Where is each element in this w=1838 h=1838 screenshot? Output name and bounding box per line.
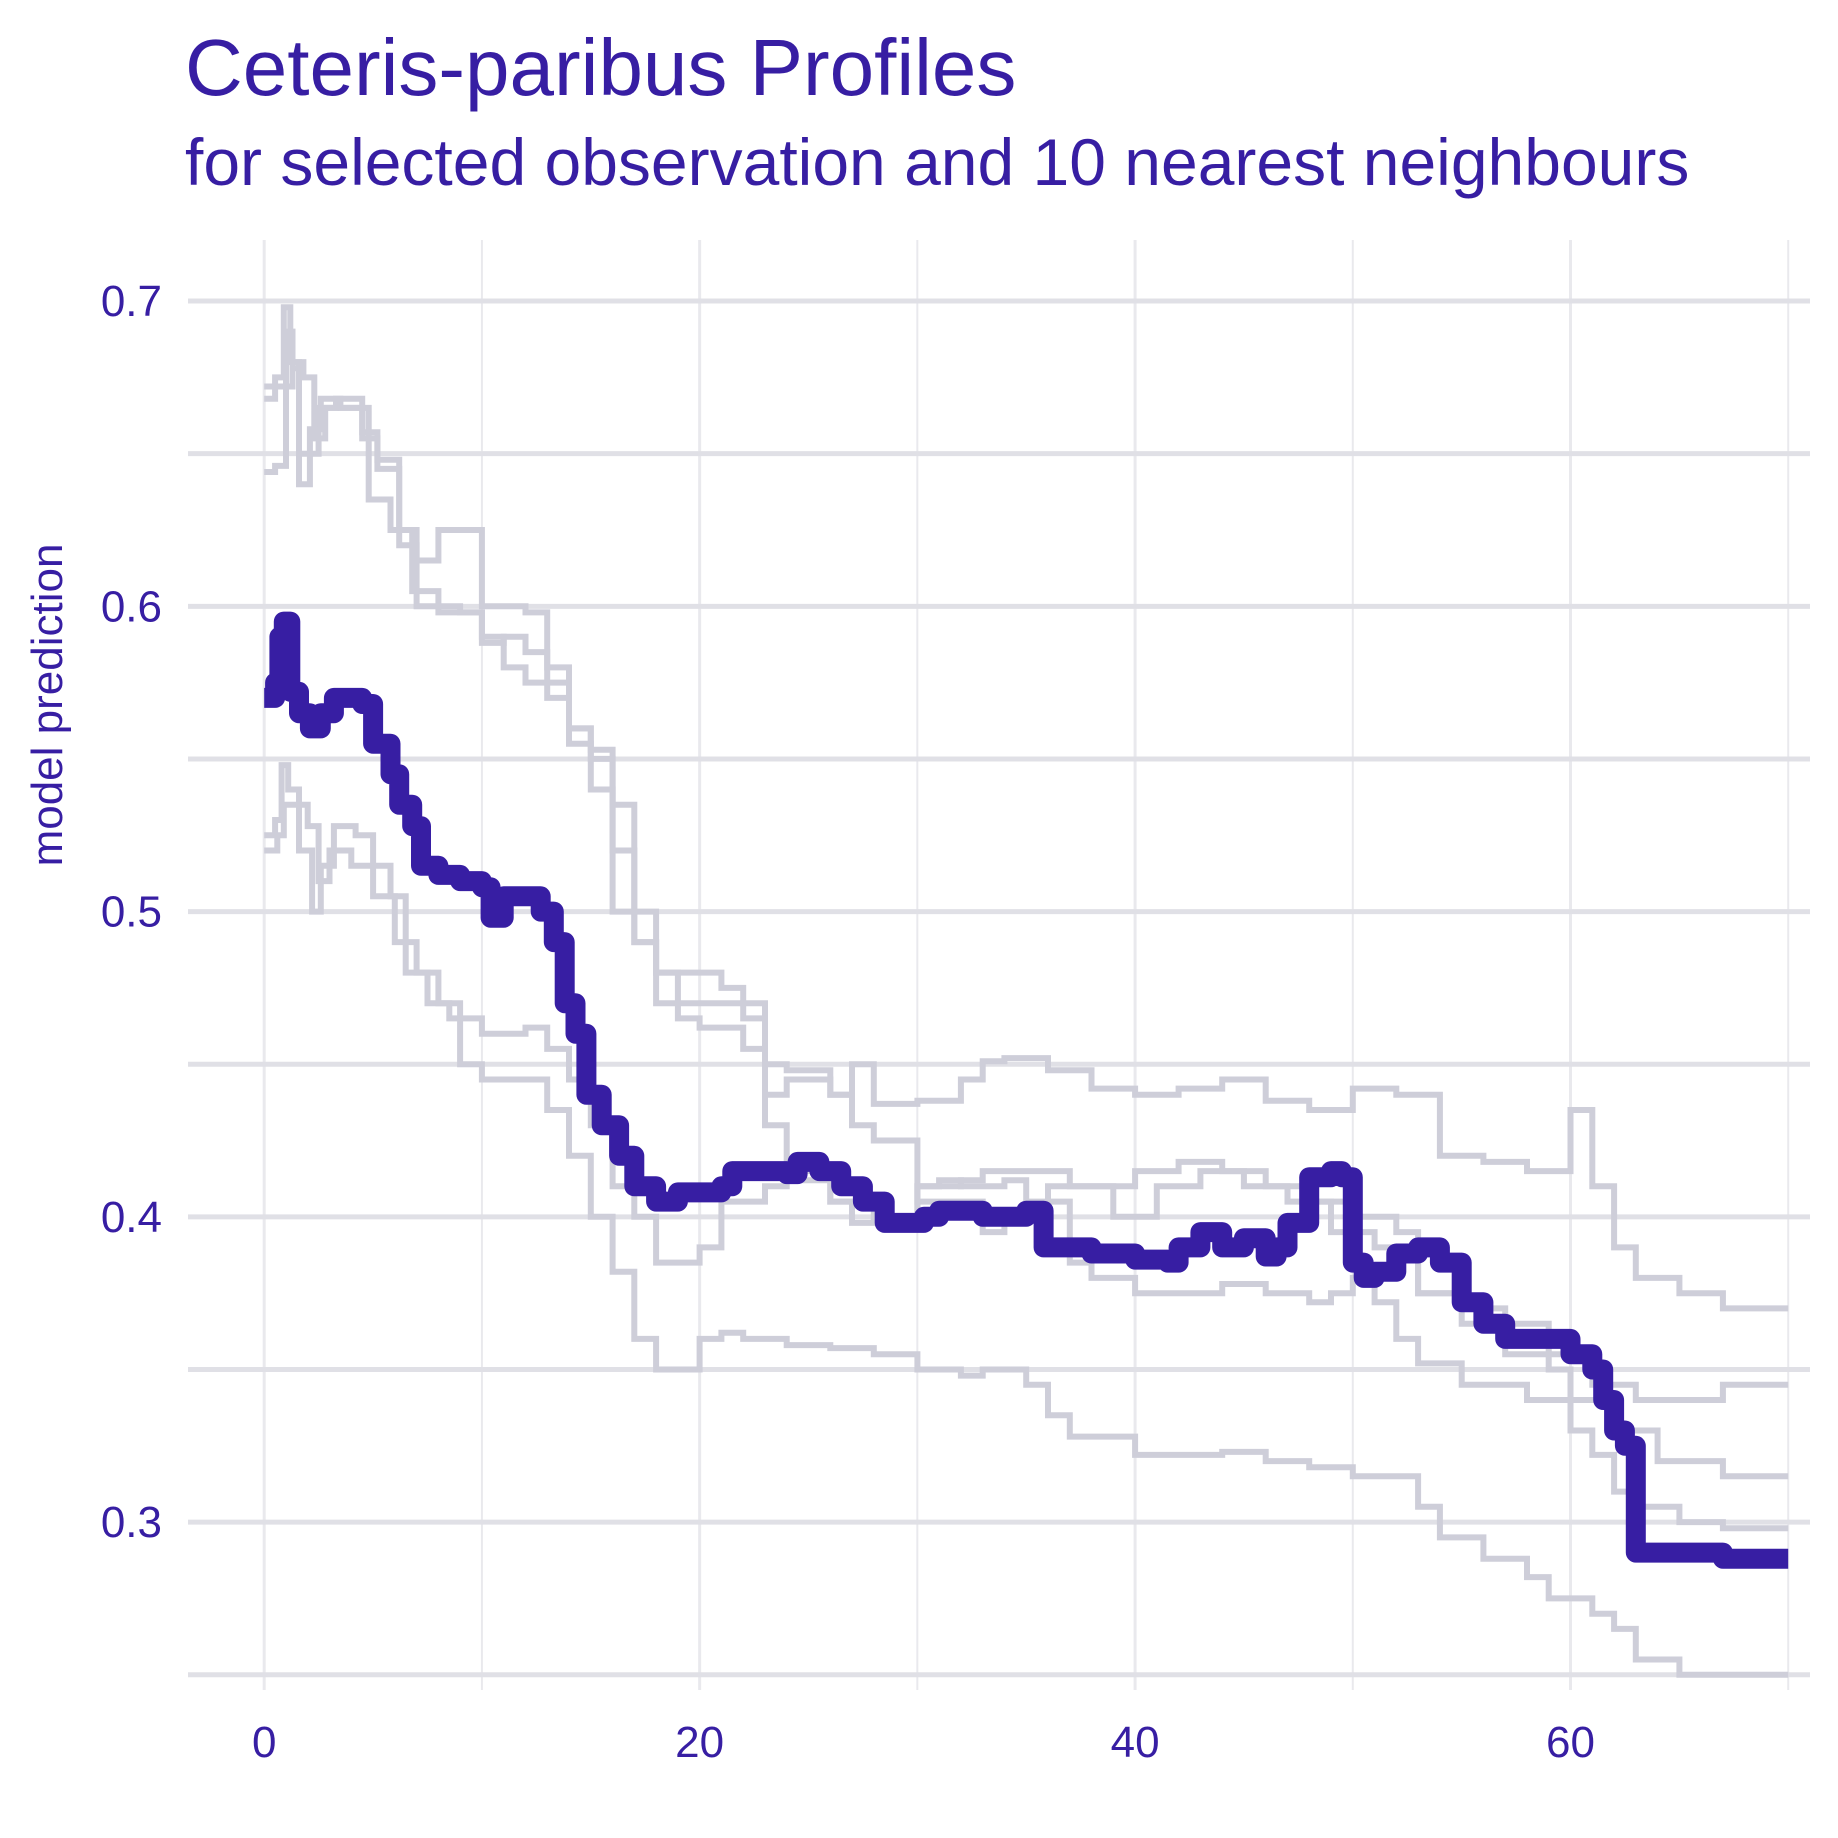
y-axis-tick-labels: 0.3 0.4 0.5 0.6 0.7 xyxy=(101,277,162,1547)
x-tick-label: 40 xyxy=(1111,1718,1160,1767)
y-tick-label: 0.6 xyxy=(101,582,162,631)
major-grid xyxy=(188,240,1810,1690)
x-tick-label: 0 xyxy=(252,1718,276,1767)
chart-title: Ceteris-paribus Profiles xyxy=(185,23,1017,112)
y-tick-label: 0.7 xyxy=(101,277,162,326)
selected-profile xyxy=(264,611,1789,1569)
neighbour-line-1 xyxy=(264,304,1789,1312)
y-axis-title: model prediction xyxy=(23,544,72,867)
y-tick-label: 0.4 xyxy=(101,1193,162,1242)
selected-observation-line xyxy=(264,611,1789,1569)
neighbour-line-5 xyxy=(264,801,1789,1678)
x-tick-label: 60 xyxy=(1546,1718,1595,1767)
chart-subtitle: for selected observation and 10 nearest … xyxy=(185,125,1690,199)
y-tick-label: 0.5 xyxy=(101,888,162,937)
neighbour-profiles xyxy=(264,304,1789,1678)
minor-grid xyxy=(188,240,1810,1690)
neighbour-line-2 xyxy=(264,328,1789,1403)
x-axis-tick-labels: 0 20 40 60 xyxy=(252,1718,1595,1767)
y-tick-label: 0.3 xyxy=(101,1498,162,1547)
x-tick-label: 20 xyxy=(675,1718,724,1767)
